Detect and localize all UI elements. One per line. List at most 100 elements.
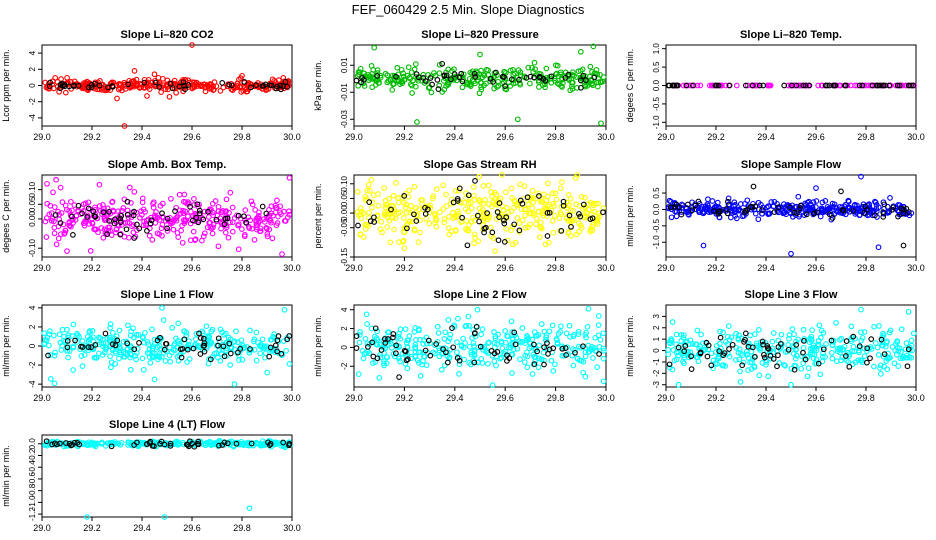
data-point: [286, 441, 293, 447]
data-point: [448, 76, 454, 83]
data-point: [739, 362, 746, 369]
y-tick-label: -2: [28, 98, 37, 106]
data-point: [393, 350, 399, 357]
data-point: [170, 226, 177, 233]
data-point: [485, 182, 492, 189]
data-point: [391, 226, 397, 233]
data-point: [844, 82, 851, 89]
data-point: [532, 195, 539, 202]
data-point: [519, 217, 526, 224]
data-point: [548, 79, 555, 86]
data-point: [478, 331, 484, 338]
data-point: [241, 79, 248, 85]
data-point: [744, 197, 751, 204]
x-tick-label: 29.2: [83, 132, 101, 142]
x-tick-label: 29.4: [133, 132, 151, 142]
data-point: [64, 338, 71, 344]
data-point: [41, 330, 48, 337]
series-all: [42, 175, 293, 257]
data-point: [507, 67, 514, 74]
data-point: [257, 350, 264, 357]
data-point: [544, 233, 551, 239]
data-point: [104, 231, 111, 237]
data-point: [163, 348, 169, 354]
data-point: [147, 438, 154, 445]
data-point: [597, 336, 604, 343]
data-point: [786, 335, 792, 342]
data-point: [495, 237, 502, 244]
data-point: [742, 82, 749, 89]
data-point: [494, 349, 501, 355]
data-point: [775, 204, 782, 211]
data-point: [262, 350, 269, 357]
data-point: [79, 344, 86, 350]
data-point: [752, 331, 758, 338]
data-point: [725, 195, 732, 202]
data-point: [227, 189, 234, 196]
x-tick-label: 29.0: [33, 523, 51, 533]
data-point: [898, 326, 905, 333]
data-point: [684, 201, 691, 208]
data-point: [496, 200, 503, 206]
data-point: [517, 181, 523, 188]
x-tick-label: 29.4: [446, 393, 464, 403]
data-point: [688, 353, 694, 360]
y-axis-label: kPa per min.: [313, 60, 323, 111]
data-point: [838, 188, 844, 195]
data-point: [886, 82, 893, 89]
data-point: [577, 213, 584, 220]
data-point: [536, 193, 542, 199]
data-point: [581, 82, 588, 89]
data-point: [483, 80, 489, 87]
data-point: [793, 338, 799, 345]
data-point: [470, 214, 476, 221]
data-point: [682, 343, 689, 349]
data-point: [202, 442, 209, 449]
data-point: [485, 67, 491, 74]
y-tick-label: -2: [28, 361, 37, 369]
data-point: [90, 208, 96, 215]
chart-title: Slope Line 4 (LT) Flow: [109, 419, 225, 431]
x-tick-label: 29.2: [707, 132, 725, 142]
x-tick-label: 29.6: [183, 393, 201, 403]
data-point: [84, 214, 91, 220]
data-point: [584, 83, 591, 89]
data-point: [479, 74, 486, 81]
data-point: [221, 221, 228, 228]
data-point: [577, 77, 584, 84]
data-point: [820, 346, 827, 353]
data-point: [117, 231, 124, 238]
data-point: [517, 197, 524, 204]
data-point: [96, 82, 103, 89]
data-point: [426, 220, 433, 227]
data-point: [700, 242, 707, 249]
data-point: [460, 71, 467, 78]
series-selected: [665, 82, 917, 89]
data-point: [362, 193, 369, 200]
data-point: [126, 184, 133, 191]
data-point: [379, 229, 385, 236]
data-point: [899, 355, 906, 361]
data-point: [197, 351, 204, 357]
data-point: [859, 82, 866, 89]
data-point: [478, 67, 484, 74]
data-point: [128, 442, 135, 448]
data-point: [449, 210, 456, 216]
data-point: [177, 346, 184, 353]
x-tick-label: 29.0: [657, 263, 675, 273]
data-point: [720, 362, 727, 368]
data-point: [864, 359, 870, 366]
data-point: [742, 207, 749, 214]
data-point: [215, 335, 222, 342]
data-point: [575, 328, 582, 335]
data-point: [286, 361, 293, 367]
data-point: [693, 354, 700, 361]
data-point: [500, 207, 507, 213]
data-point: [354, 209, 361, 216]
data-point: [235, 222, 241, 229]
data-point: [763, 204, 770, 211]
data-point: [744, 351, 751, 358]
data-point: [488, 189, 495, 195]
data-point: [723, 206, 729, 212]
data-point: [563, 199, 570, 206]
